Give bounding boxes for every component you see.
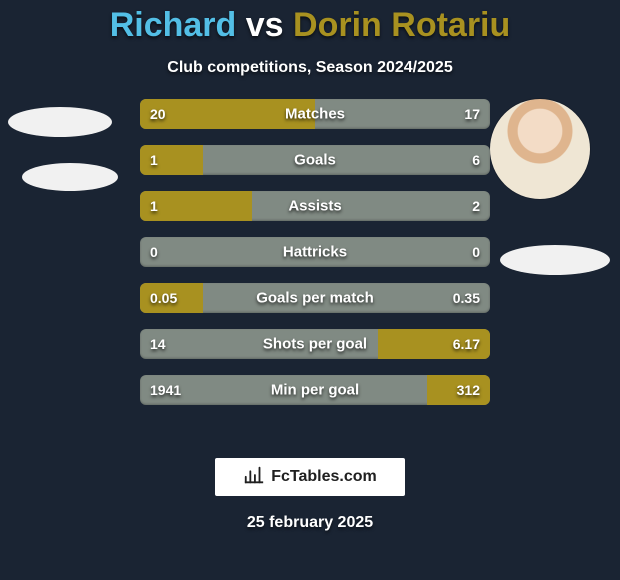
stat-label: Min per goal bbox=[140, 382, 490, 399]
stat-bar: 00Hattricks bbox=[140, 237, 490, 267]
stat-bar: 1941312Min per goal bbox=[140, 375, 490, 405]
stat-label: Shots per goal bbox=[140, 336, 490, 353]
stat-bar: 0.050.35Goals per match bbox=[140, 283, 490, 313]
page-title: Richard vs Dorin Rotariu bbox=[0, 0, 620, 45]
player2-club-placeholder bbox=[500, 245, 610, 275]
stat-label: Goals bbox=[140, 152, 490, 169]
title-player2: Dorin Rotariu bbox=[293, 6, 510, 44]
stat-bar: 2017Matches bbox=[140, 99, 490, 129]
stat-label: Goals per match bbox=[140, 290, 490, 307]
chart-icon bbox=[243, 464, 265, 491]
brand-text: FcTables.com bbox=[271, 468, 377, 486]
date-text: 25 february 2025 bbox=[0, 514, 620, 532]
stat-bar: 12Assists bbox=[140, 191, 490, 221]
player2-avatar bbox=[490, 99, 590, 199]
stat-label: Matches bbox=[140, 106, 490, 123]
title-player1: Richard bbox=[110, 6, 237, 44]
player1-avatar-placeholder-1 bbox=[8, 107, 112, 137]
stat-bar: 146.17Shots per goal bbox=[140, 329, 490, 359]
stat-bars: 2017Matches 16Goals 12Assists 00Hattricks 0.… bbox=[140, 99, 490, 421]
stat-label: Hattricks bbox=[140, 244, 490, 261]
stat-label: Assists bbox=[140, 198, 490, 215]
brand-badge: FcTables.com bbox=[215, 458, 405, 496]
subtitle: Club competitions, Season 2024/2025 bbox=[0, 59, 620, 77]
player1-avatar-placeholder-2 bbox=[22, 163, 118, 191]
stat-bar: 16Goals bbox=[140, 145, 490, 175]
title-vs: vs bbox=[246, 6, 284, 44]
